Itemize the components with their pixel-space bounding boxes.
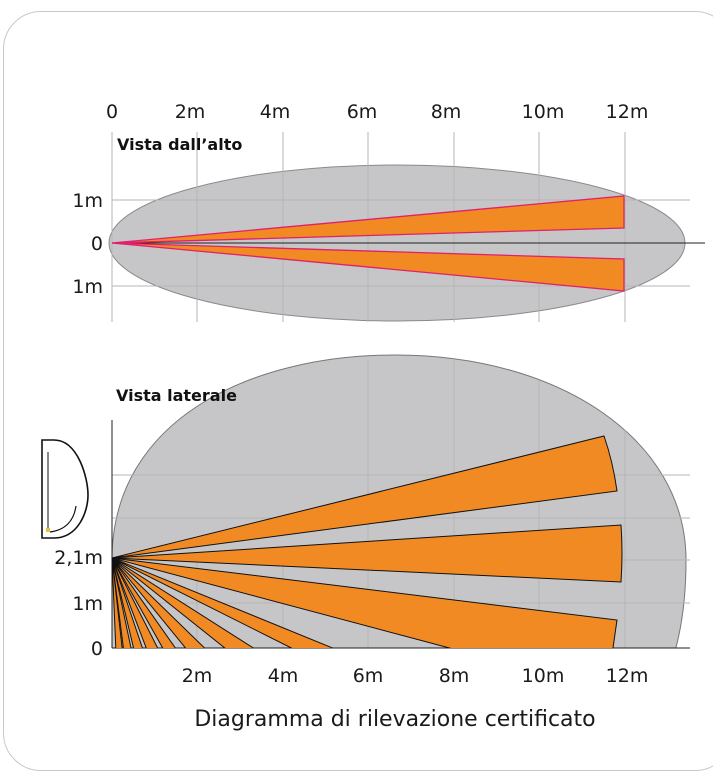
sensor-lens [49,505,77,533]
diagram-caption: Diagramma di rilevazione certificato [194,707,595,732]
side-x-tick: 10m [522,665,565,687]
side-beam [111,524,623,583]
side-view: Vista laterale 2,1m 1m 0 2m 4m 6m 8m 10m… [41,354,690,687]
side-beam [111,435,618,559]
side-beam [111,557,334,648]
top-x-tick: 10m [522,101,565,123]
side-beam [111,557,255,648]
side-x-tick: 12m [606,665,649,687]
side-beam [111,557,159,648]
sensor-led [46,528,50,532]
side-x-tick: 8m [439,665,470,687]
sensor-device-icon [41,439,89,539]
side-x-tick: 6m [353,665,384,687]
top-view-title: Vista dall’alto [117,135,242,154]
top-y-tick: 0 [91,233,103,255]
sensor-body [41,439,89,539]
side-y-tick: 1m [72,593,103,615]
side-beam [111,557,143,648]
top-beam-upper [111,195,625,244]
side-x-tick: 4m [268,665,299,687]
detection-diagram: Vista dall’alto 0 2m 4m 6m 8m 10m 12m 1m… [41,101,705,732]
side-beam [111,557,176,648]
top-x-tick: 12m [606,101,649,123]
side-view-title: Vista laterale [116,386,237,405]
side-beam [111,557,123,648]
top-x-tick: 2m [175,101,206,123]
top-view: Vista dall’alto 0 2m 4m 6m 8m 10m 12m 1m… [72,101,705,322]
top-y-tick: 1m [72,276,103,298]
top-x-tick: 6m [347,101,378,123]
side-y-tick: 0 [91,638,103,660]
top-beam-lower [111,242,625,292]
top-x-tick: 8m [431,101,462,123]
side-beam [111,557,618,648]
side-beam [111,557,132,648]
side-x-tick: 2m [182,665,213,687]
top-y-tick: 1m [72,190,103,212]
side-beam [111,557,206,648]
side-beams [111,435,623,648]
side-y-tick: 2,1m [54,547,103,569]
top-x-tick: 4m [260,101,291,123]
top-x-tick: 0 [106,101,118,123]
